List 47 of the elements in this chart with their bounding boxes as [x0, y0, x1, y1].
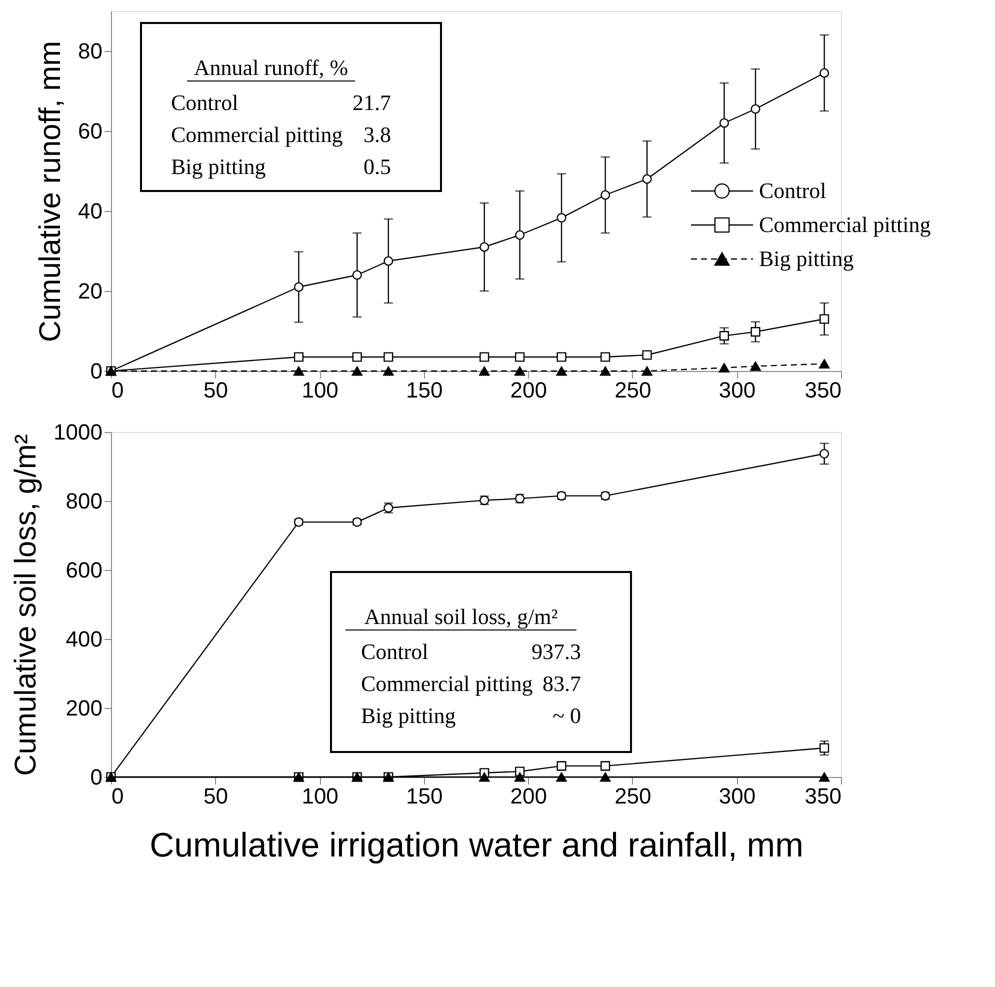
y-tick-label: 600	[66, 558, 102, 582]
x-tick-label: 150	[406, 378, 443, 402]
annotation: Commercial pitting	[361, 671, 533, 696]
y-tick-label: 60	[78, 118, 102, 144]
annotation: 83.7	[542, 671, 581, 696]
x-tick-label: 200	[510, 784, 547, 808]
annotation: Big pitting	[171, 154, 266, 179]
y-tick-label: 0	[90, 764, 102, 790]
annotation: 937.3	[532, 639, 581, 664]
y-tick-label: 20	[78, 278, 102, 304]
y-tick-label: 800	[66, 488, 102, 514]
y-tick-label: 200	[66, 696, 102, 720]
x-tick-label: 50	[204, 784, 228, 808]
y-tick-label: 400	[66, 626, 102, 652]
x-tick-label: 200	[510, 378, 547, 402]
annotation: Big pitting	[361, 703, 456, 728]
annotation: Control	[361, 639, 428, 664]
x-tick-label: 250	[614, 784, 652, 808]
annotation: 0.5	[364, 154, 391, 179]
x-axis-title: Cumulative irrigation water and rainfall, mm	[150, 826, 804, 864]
legend-label: Big pitting	[759, 246, 854, 271]
legend-label: Commercial pitting	[759, 212, 931, 237]
annotation: Commercial pitting	[171, 122, 343, 147]
x-tick-label: 0	[112, 784, 124, 808]
x-tick-label: 100	[302, 378, 338, 402]
x-tick-label: 50	[204, 378, 228, 402]
y-axis-title: Cumulative soil loss, g/m²	[10, 434, 43, 776]
annotation: Annual soil loss, g/m²	[364, 604, 558, 629]
x-tick-label: 300	[718, 378, 756, 402]
y-tick-label: 80	[78, 38, 102, 64]
x-tick-label: 0	[112, 378, 124, 402]
y-tick-label: 0	[90, 358, 102, 384]
annotation: Annual runoff, %	[194, 55, 348, 80]
y-tick-label: 1000	[54, 420, 102, 444]
x-tick-label: 150	[406, 784, 443, 808]
annotation: Control	[171, 90, 238, 115]
legend-label: Control	[759, 178, 826, 203]
annotation: 3.8	[364, 122, 391, 147]
x-tick-label: 300	[718, 784, 756, 808]
x-tick-label: 100	[302, 784, 338, 808]
y-tick-label: 40	[78, 198, 102, 224]
annotation: ~ 0	[552, 703, 581, 728]
x-tick-label: 250	[614, 378, 652, 402]
y-axis-title: Cumulative runoff, mm	[34, 40, 68, 342]
x-tick-label: 350	[804, 784, 842, 808]
x-tick-label: 350	[804, 378, 842, 402]
annotation: 21.7	[352, 90, 391, 115]
